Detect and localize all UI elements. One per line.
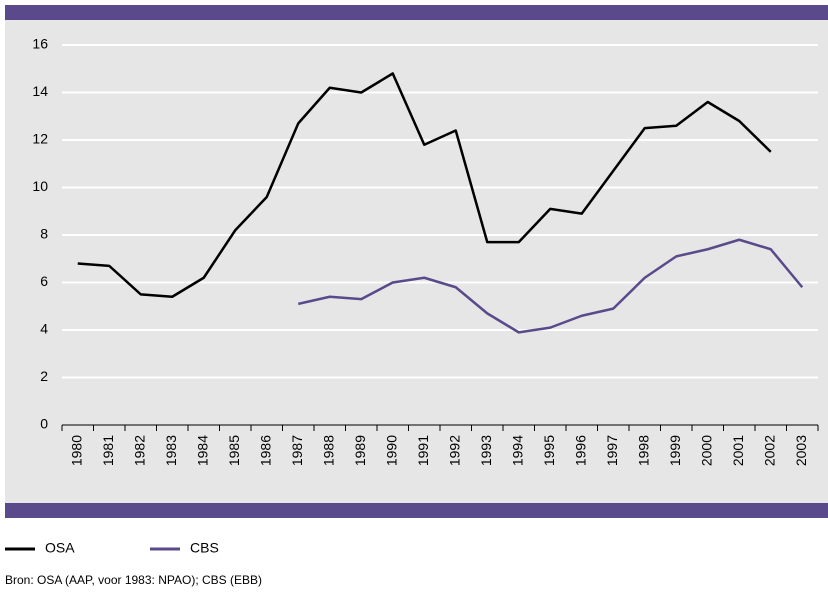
x-tick-label: 1997 <box>604 435 620 466</box>
y-tick-label: 12 <box>32 131 48 147</box>
x-tick-label: 2000 <box>698 435 714 466</box>
y-tick-label: 4 <box>40 321 48 337</box>
bottom-bar <box>5 503 828 518</box>
x-tick-label: 1987 <box>289 435 305 466</box>
line-series <box>77 72 772 298</box>
x-tick-label: 1994 <box>509 435 525 466</box>
x-tick-label: 1986 <box>257 435 273 466</box>
x-tick-label: 1988 <box>320 435 336 466</box>
x-tick-label: 2001 <box>730 435 746 466</box>
x-tick-label: 2003 <box>793 435 809 466</box>
x-tick-label: 1985 <box>226 435 242 466</box>
x-tick-label: 1990 <box>383 435 399 466</box>
x-tick-label: 1993 <box>478 435 494 466</box>
x-tick-label: 1984 <box>194 435 210 466</box>
legend-label: OSA <box>45 540 75 556</box>
line-series <box>297 238 804 334</box>
y-tick-label: 10 <box>32 178 48 194</box>
x-tick-label: 1982 <box>131 435 147 466</box>
x-tick-label: 1980 <box>68 435 84 466</box>
x-tick-label: 1991 <box>415 435 431 466</box>
x-tick-label: 1996 <box>572 435 588 466</box>
x-tick-label: 1995 <box>541 435 557 466</box>
x-tick-label: 1983 <box>163 435 179 466</box>
plot-background <box>5 20 828 503</box>
x-tick-label: 1981 <box>100 435 116 466</box>
y-tick-label: 0 <box>40 416 48 432</box>
top-bar <box>5 5 828 20</box>
y-tick-label: 16 <box>32 36 48 52</box>
y-tick-label: 14 <box>32 83 48 99</box>
x-tick-label: 2002 <box>761 435 777 466</box>
x-tick-label: 1992 <box>446 435 462 466</box>
x-tick-label: 1999 <box>667 435 683 466</box>
x-tick-label: 1998 <box>635 435 651 466</box>
y-tick-label: 2 <box>40 368 48 384</box>
x-tick-label: 1989 <box>352 435 368 466</box>
y-tick-label: 8 <box>40 226 48 242</box>
legend-label: CBS <box>190 540 219 556</box>
source-note: Bron: OSA (AAP, voor 1983: NPAO); CBS (E… <box>5 573 262 587</box>
y-tick-label: 6 <box>40 273 48 289</box>
